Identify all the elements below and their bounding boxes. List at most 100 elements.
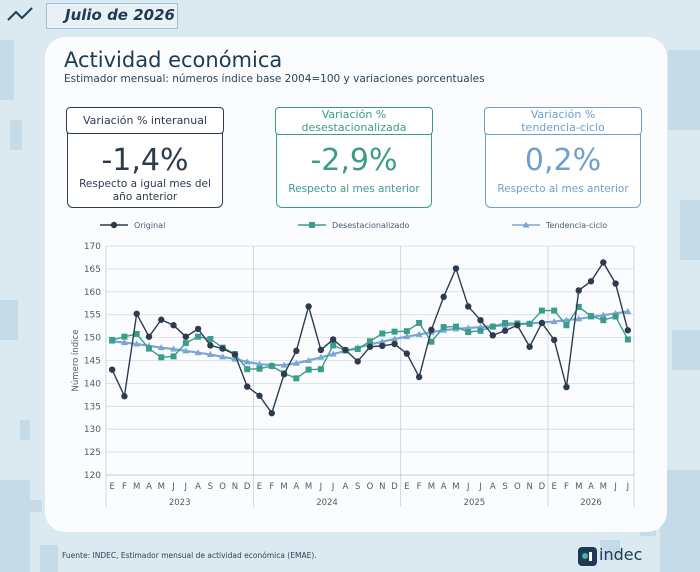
- data-point-original: [563, 383, 570, 391]
- month-label: N: [526, 482, 532, 492]
- card-interanual-desc: Respecto a igual mes del año anterior: [79, 178, 211, 203]
- data-point-original: [452, 265, 460, 272]
- month-label: O: [367, 482, 374, 492]
- data-point-tendencia: [170, 345, 178, 352]
- y-tick-label: 120: [84, 471, 101, 481]
- month-label: F: [564, 482, 569, 492]
- month-label: J: [466, 482, 470, 492]
- data-point-desest: [588, 313, 595, 320]
- card-desestacionalizada: Variación % desestacionalizada -2,9% Res…: [275, 107, 433, 208]
- data-point-tendencia: [599, 311, 607, 318]
- month-label: J: [184, 482, 188, 492]
- data-point-desest: [612, 313, 619, 320]
- data-point-desest: [563, 322, 570, 329]
- data-point-original: [182, 333, 190, 340]
- data-point-original: [477, 316, 484, 324]
- data-point-original: [293, 347, 300, 355]
- month-label: J: [319, 482, 323, 492]
- data-point-tendencia: [391, 335, 399, 342]
- pixel-block: [600, 540, 620, 560]
- data-point-original: [194, 325, 202, 333]
- data-point-tendencia: [317, 353, 325, 360]
- month-label: E: [404, 482, 409, 492]
- year-label: 2023: [169, 498, 191, 508]
- month-label: A: [490, 482, 496, 492]
- data-point-original: [612, 280, 619, 287]
- y-tick-label: 160: [84, 288, 101, 298]
- data-point-desest: [109, 336, 116, 343]
- month-label: J: [331, 482, 335, 492]
- data-point-tendencia: [415, 330, 423, 337]
- data-point-original: [256, 392, 263, 399]
- card-desest-desc: Respecto al mes anterior: [288, 183, 420, 195]
- month-label: A: [146, 482, 152, 492]
- data-point-tendencia: [329, 350, 337, 357]
- y-tick-label: 165: [84, 265, 101, 275]
- data-point-original: [440, 293, 447, 301]
- data-point-original: [366, 343, 374, 350]
- pixel-block: [40, 545, 58, 572]
- legend-marker-original: [110, 221, 118, 229]
- month-label: S: [355, 482, 360, 492]
- data-point-original: [514, 322, 521, 329]
- legend-marker-desest: [309, 222, 315, 228]
- pixel-block: [10, 120, 22, 150]
- month-label: J: [478, 482, 482, 492]
- data-point-desest: [502, 319, 509, 326]
- data-point-desest: [256, 365, 263, 372]
- data-point-original: [244, 383, 251, 390]
- data-point-desest: [600, 317, 607, 324]
- data-point-desest: [354, 346, 361, 353]
- data-point-tendencia: [133, 340, 141, 347]
- month-label: D: [391, 482, 398, 492]
- data-point-desest: [121, 333, 128, 340]
- data-point-desest: [305, 366, 312, 373]
- month-label: M: [158, 482, 165, 492]
- data-point-original: [587, 278, 595, 285]
- data-point-original: [207, 342, 214, 349]
- data-point-desest: [465, 329, 472, 336]
- data-point-desest: [158, 354, 165, 361]
- data-point-original: [305, 303, 312, 310]
- data-point-desest: [526, 320, 533, 327]
- data-point-tendencia: [403, 333, 411, 340]
- data-point-original: [391, 340, 398, 348]
- data-point-original: [575, 287, 582, 294]
- data-point-desest: [330, 342, 337, 349]
- data-point-original: [280, 371, 288, 378]
- month-label: M: [575, 482, 582, 492]
- month-label: S: [502, 482, 507, 492]
- month-label: M: [305, 482, 312, 492]
- data-point-tendencia: [292, 359, 300, 366]
- legend-label: Tendencia-ciclo: [545, 221, 607, 230]
- data-point-desest: [538, 307, 545, 314]
- data-point-desest: [624, 336, 631, 343]
- legend-marker-tendencia: [522, 221, 530, 228]
- data-point-original: [158, 316, 165, 323]
- data-point-original: [415, 373, 423, 381]
- month-label: F: [122, 482, 127, 492]
- month-label: M: [133, 482, 140, 492]
- y-tick-label: 155: [84, 311, 101, 321]
- data-point-original: [121, 393, 128, 400]
- year-label: 2025: [464, 498, 486, 508]
- data-point-desest: [195, 333, 202, 340]
- month-label: E: [257, 482, 262, 492]
- data-point-desest: [477, 327, 484, 334]
- year-label: 2024: [316, 498, 338, 508]
- month-label: D: [244, 482, 251, 492]
- data-point-desest: [416, 319, 423, 326]
- page-title: Actividad económica: [64, 48, 283, 72]
- data-point-desest: [452, 323, 459, 330]
- data-point-original: [268, 409, 275, 417]
- card-interanual-value: -1,4%: [101, 143, 189, 178]
- month-label: N: [379, 482, 385, 492]
- y-tick-label: 145: [84, 357, 101, 367]
- data-point-original: [342, 346, 349, 354]
- data-point-desest: [428, 338, 435, 345]
- data-point-desest: [440, 324, 447, 331]
- data-point-original: [379, 342, 386, 350]
- month-label: A: [441, 482, 447, 492]
- data-point-desest: [575, 303, 582, 310]
